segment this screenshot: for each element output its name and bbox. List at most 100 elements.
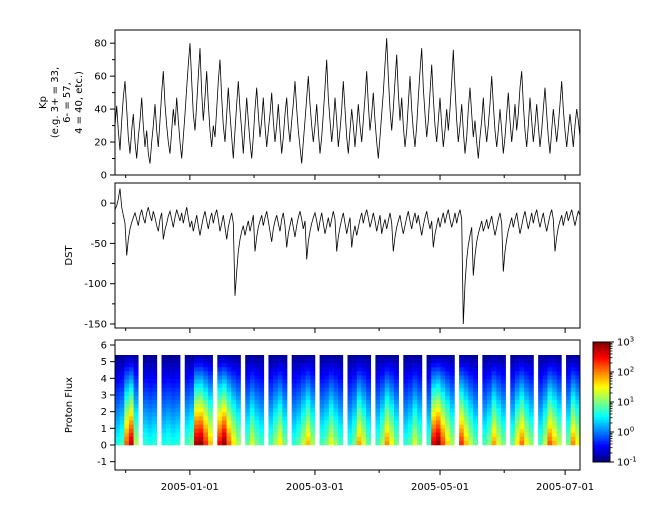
heatmap-cell — [575, 436, 581, 442]
heatmap-cell — [538, 355, 544, 360]
heatmap-cell — [570, 440, 576, 446]
heatmap-cell — [487, 420, 492, 425]
heatmap-cell — [291, 379, 297, 384]
heatmap-cell — [296, 379, 302, 384]
heatmap-cell — [500, 359, 506, 364]
heatmap-cell — [491, 391, 497, 397]
heatmap-cell — [538, 371, 544, 376]
heatmap-cell — [417, 359, 423, 364]
heatmap-cell — [361, 387, 367, 393]
heatmap-cell — [296, 371, 302, 376]
heatmap-cell — [128, 395, 134, 401]
heatmap-cell — [473, 440, 478, 446]
heatmap-cell — [259, 400, 265, 405]
heatmap-cell — [119, 375, 125, 380]
colorbar-gradient — [593, 445, 610, 448]
heatmap-cell — [184, 400, 190, 405]
heatmap-cell — [487, 355, 492, 360]
heatmap-cell — [203, 375, 209, 380]
heatmap-cell — [510, 363, 516, 368]
heatmap-cell — [347, 404, 353, 409]
heatmap-cell — [133, 400, 139, 405]
colorbar-gradient — [593, 430, 610, 433]
heatmap-cell — [426, 359, 432, 364]
heatmap-cell — [249, 412, 255, 417]
heatmap-cell — [291, 424, 297, 429]
heatmap-cell — [328, 387, 334, 393]
heatmap-cell — [115, 436, 120, 442]
heatmap-cell — [124, 428, 130, 434]
heatmap-cell — [338, 387, 344, 393]
heatmap-cell — [394, 436, 399, 442]
heatmap-cell — [152, 412, 158, 417]
heatmap-cell — [142, 440, 148, 446]
heatmap-cell — [259, 432, 265, 438]
heatmap-cell — [291, 387, 297, 393]
heatmap-cell — [268, 440, 274, 446]
heatmap-cell — [184, 375, 190, 380]
heatmap-cell — [375, 404, 381, 409]
heatmap-cell — [189, 436, 195, 442]
heatmap-cell — [310, 440, 316, 446]
heatmap-cell — [119, 428, 125, 434]
heatmap-cell — [301, 379, 306, 384]
heatmap-cell — [449, 375, 455, 380]
colorbar-gradient — [593, 406, 610, 409]
heatmap-cell — [147, 400, 153, 405]
heatmap-cell — [147, 408, 153, 413]
heatmap-cell — [566, 387, 571, 393]
heatmap-cell — [282, 387, 288, 393]
heatmap-cell — [542, 412, 548, 417]
heatmap-cell — [128, 391, 134, 397]
colorbar-gradient — [593, 450, 610, 452]
heatmap-cell — [189, 416, 195, 421]
heatmap-cell — [431, 367, 437, 372]
heatmap-cell — [133, 395, 139, 401]
heatmap-cell — [407, 432, 413, 438]
heatmap-cell — [273, 436, 279, 442]
heatmap-cell — [208, 416, 213, 421]
heatmap-cell — [449, 424, 455, 429]
heatmap-cell — [147, 363, 153, 368]
heatmap-cell — [482, 412, 488, 417]
heatmap-cell — [403, 355, 409, 360]
heatmap-cell — [291, 436, 297, 442]
heatmap-cell — [500, 428, 506, 434]
heatmap-cell — [333, 432, 339, 438]
heatmap-cell — [142, 428, 148, 434]
heatmap-cell — [412, 395, 418, 401]
heatmap-cell — [124, 436, 130, 442]
heatmap-cell — [356, 383, 362, 389]
colorbar-gradient — [593, 381, 610, 383]
heatmap-cell — [394, 371, 399, 376]
heatmap-cell — [133, 371, 139, 376]
heatmap-cell — [203, 355, 209, 360]
heatmap-cell — [445, 363, 451, 368]
heatmap-cell — [291, 440, 297, 446]
colorbar-gradient — [593, 363, 610, 365]
heatmap-cell — [235, 440, 241, 446]
heatmap-cell — [198, 404, 204, 409]
heatmap-cell — [221, 367, 227, 372]
heatmap-cell — [380, 400, 385, 405]
heatmap-cell — [356, 379, 362, 384]
heatmap-cell — [449, 367, 455, 372]
heatmap-cell — [519, 371, 525, 376]
heatmap-cell — [277, 440, 283, 446]
heatmap-cell — [119, 359, 125, 364]
heatmap-cell — [407, 355, 413, 360]
heatmap-cell — [249, 420, 255, 425]
heatmap-cell — [380, 375, 385, 380]
heatmap-cell — [301, 355, 306, 360]
heatmap-cell — [449, 408, 455, 413]
heatmap-cell — [324, 408, 330, 413]
heatmap-cell — [496, 375, 502, 380]
colorbar-gradient — [593, 436, 610, 439]
heatmap-cell — [473, 416, 478, 421]
heatmap-cell — [426, 440, 432, 446]
heatmap-cell — [514, 404, 520, 409]
heatmap-cell — [417, 379, 423, 384]
heatmap-cell — [519, 408, 525, 413]
heatmap-cell — [324, 359, 330, 364]
heatmap-cell — [403, 412, 409, 417]
